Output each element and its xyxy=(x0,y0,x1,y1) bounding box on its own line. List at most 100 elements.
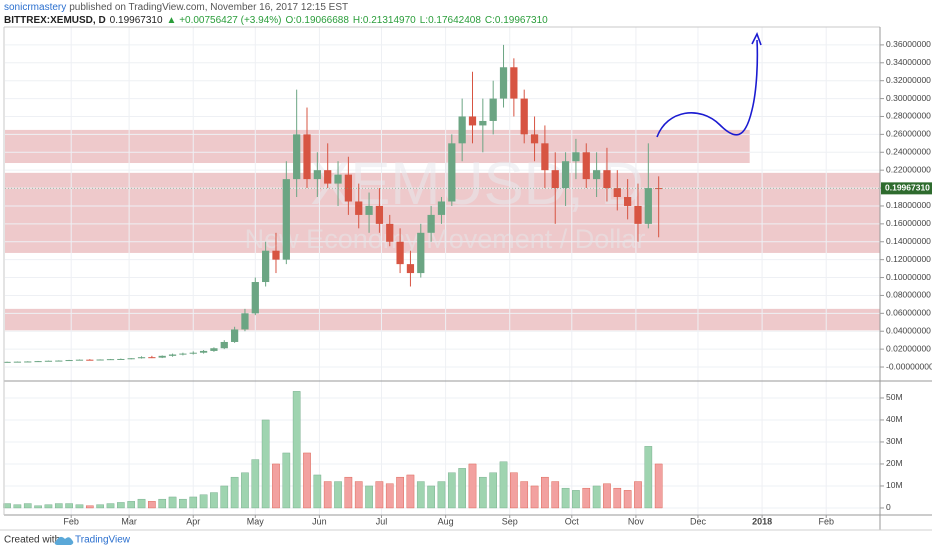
volume-bar xyxy=(385,483,394,509)
candle-body xyxy=(582,152,590,180)
volume-bar xyxy=(106,503,115,509)
price: 0.19967310 xyxy=(110,15,163,26)
volume-bar xyxy=(437,481,446,509)
volume-bar xyxy=(344,476,353,509)
candle-body xyxy=(24,361,32,363)
y2-tick-label: 20M xyxy=(886,458,903,468)
volume-bar xyxy=(458,468,466,509)
candle-body xyxy=(551,170,559,189)
x-tick-label: Aug xyxy=(438,516,454,526)
candle-body xyxy=(613,188,621,198)
volume-bar xyxy=(13,504,22,509)
volume-bar xyxy=(44,504,53,509)
candle-body xyxy=(44,360,53,362)
volume-bar xyxy=(334,481,342,509)
footer-brand[interactable]: TradingView xyxy=(75,535,131,546)
watermark-subtitle: New Economy Movement / Dollar xyxy=(245,224,646,254)
candle-body xyxy=(520,98,528,135)
candle-body xyxy=(427,214,435,233)
candle-body xyxy=(624,197,632,206)
candle-body xyxy=(168,354,177,356)
volume-bar xyxy=(354,481,363,509)
volume-bar xyxy=(489,472,497,509)
candle-body xyxy=(510,67,518,99)
candle-body xyxy=(262,250,270,283)
volume-bar xyxy=(189,496,198,509)
candle-body xyxy=(210,348,218,351)
candle-body xyxy=(220,341,228,349)
volume-bar xyxy=(541,476,549,509)
author[interactable]: sonicrmastery xyxy=(4,2,66,13)
candle-body xyxy=(75,359,84,361)
zone xyxy=(5,308,880,331)
ohlc: L:0.17642408 xyxy=(420,15,482,26)
header-line-2: BITTREX:XEMUSD, D 0.19967310 ▲ +0.00756427… xyxy=(4,15,548,26)
candle-body xyxy=(293,134,301,180)
published: published on TradingView.com, November 1… xyxy=(69,2,348,13)
volume-bar xyxy=(634,481,642,509)
candle-body xyxy=(179,353,187,355)
volume-bar xyxy=(251,459,260,509)
candle-body xyxy=(448,143,456,202)
x-tick-label: 2018 xyxy=(752,516,772,526)
candle-body xyxy=(437,201,446,215)
candle-body xyxy=(386,223,394,242)
x-tick-label: Jul xyxy=(376,516,388,526)
candle-body xyxy=(592,170,601,180)
candle-body xyxy=(561,161,570,189)
header-line-1: sonicrmastery published on TradingView.co… xyxy=(4,2,348,13)
volume-bar xyxy=(272,463,280,509)
volume-bar xyxy=(34,505,42,509)
volume-bar xyxy=(313,474,322,509)
logo xyxy=(54,536,74,545)
change: ▲ +0.00756427 (+3.94%) xyxy=(167,15,282,26)
y-tick-label: 0.26000000 xyxy=(886,129,931,139)
forecast-curve xyxy=(656,39,759,138)
y2-tick-label: 50M xyxy=(886,392,903,402)
candle-body xyxy=(479,120,487,126)
candle-body xyxy=(117,358,125,360)
candle-body xyxy=(230,329,239,342)
volume-bar xyxy=(427,485,435,509)
volume-bar xyxy=(210,492,218,509)
footer-created: Created with xyxy=(4,535,60,546)
volume-bar xyxy=(499,461,508,509)
volume-bar xyxy=(592,485,601,509)
volume-bar xyxy=(96,504,104,509)
x-tick-label: May xyxy=(247,516,265,526)
x-tick-label: Mar xyxy=(121,516,137,526)
volume-bar xyxy=(148,501,156,509)
volume-bar xyxy=(241,472,249,509)
last-price-box xyxy=(881,182,932,195)
volume-bar xyxy=(654,463,663,509)
candle-body xyxy=(324,170,332,184)
candle-body xyxy=(406,264,415,274)
candle-body xyxy=(303,134,311,180)
candle-body xyxy=(530,134,539,144)
symbol: BITTREX:XEMUSD, D xyxy=(4,15,106,26)
y-tick-label: 0.36000000 xyxy=(886,39,931,49)
volume-bar xyxy=(644,446,653,509)
x-tick-label: Apr xyxy=(186,516,200,526)
x-tick-label: Feb xyxy=(63,516,79,526)
candle-body xyxy=(355,201,363,215)
candle-body xyxy=(137,357,146,359)
candle-body xyxy=(106,359,115,361)
candle-body xyxy=(148,357,156,359)
y2-tick-label: 30M xyxy=(886,436,903,446)
volume-bar xyxy=(261,419,270,509)
volume-bar xyxy=(406,474,415,509)
candle-body xyxy=(127,358,135,360)
y2-tick-label: 40M xyxy=(886,414,903,424)
y-tick-label: 0.24000000 xyxy=(886,147,931,157)
candle-body xyxy=(86,359,94,361)
volume-bar xyxy=(168,496,177,509)
volume-bar xyxy=(551,481,560,509)
candle-body xyxy=(458,116,466,144)
y-tick-label: 0.02000000 xyxy=(886,343,931,353)
candle-body xyxy=(655,188,663,190)
volume-bar xyxy=(75,504,84,509)
candle-body xyxy=(396,241,404,265)
